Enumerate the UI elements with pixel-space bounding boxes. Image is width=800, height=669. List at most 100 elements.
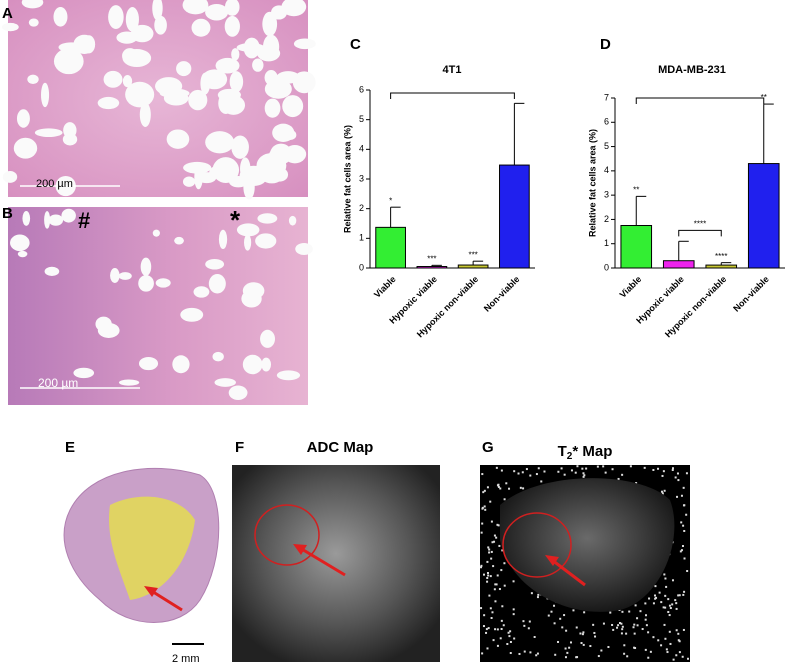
- noise-dot: [618, 621, 621, 624]
- fat-cell: [208, 273, 226, 294]
- noise-dot: [512, 580, 515, 583]
- noise-dot: [554, 653, 557, 656]
- fat-cell: [139, 102, 151, 127]
- noise-dot: [686, 657, 689, 660]
- noise-dot: [589, 645, 592, 648]
- noise-dot: [678, 640, 681, 643]
- panel-letter: C: [350, 36, 361, 53]
- noise-dot: [664, 594, 667, 597]
- noise-dot: [499, 487, 502, 490]
- noise-dot: [492, 565, 495, 568]
- noise-dot: [581, 633, 584, 636]
- noise-dot: [497, 524, 500, 527]
- noise-dot: [480, 607, 483, 610]
- noise-dot: [490, 557, 493, 560]
- y-tick-label: 5: [359, 114, 364, 124]
- noise-dot: [494, 583, 497, 586]
- title-sub: 2: [567, 451, 573, 462]
- noise-dot: [503, 498, 506, 501]
- scale-label: 200 µm: [36, 178, 73, 190]
- noise-dot: [505, 482, 508, 485]
- noise-dot: [522, 620, 525, 623]
- noise-dot: [683, 529, 686, 532]
- noise-dot: [634, 647, 637, 650]
- fat-cell: [218, 229, 228, 250]
- fat-cell: [28, 18, 39, 27]
- noise-dot: [683, 590, 686, 593]
- noise-dot: [485, 628, 488, 631]
- noise-dot: [676, 472, 679, 475]
- fat-cell: [176, 61, 192, 77]
- fat-cell: [138, 356, 159, 371]
- noise-dot: [492, 639, 495, 642]
- y-tick-label: 1: [359, 233, 364, 243]
- noise-dot: [575, 626, 578, 629]
- noise-dot: [486, 572, 489, 575]
- noise-dot: [664, 577, 667, 580]
- arrow-head: [144, 586, 158, 597]
- noise-dot: [681, 655, 684, 658]
- noise-dot: [609, 611, 612, 614]
- noise-dot: [671, 467, 674, 470]
- scale-label: 200 µm: [38, 376, 78, 390]
- noise-dot: [677, 639, 680, 642]
- fat-cell: [183, 161, 212, 174]
- noise-dot: [482, 573, 485, 576]
- noise-dot: [496, 628, 499, 631]
- noise-dot: [488, 594, 491, 597]
- noise-dot: [570, 469, 573, 472]
- noise-dot: [669, 642, 672, 645]
- noise-dot: [490, 617, 493, 620]
- significance: ***: [468, 250, 477, 259]
- noise-dot: [647, 631, 650, 634]
- noise-dot: [680, 494, 683, 497]
- region-mark: #: [78, 208, 90, 233]
- noise-dot: [633, 646, 636, 649]
- noise-dot: [633, 623, 636, 626]
- noise-dot: [557, 470, 560, 473]
- fat-cell: [243, 174, 255, 200]
- noise-dot: [644, 602, 647, 605]
- noise-dot: [527, 627, 530, 630]
- noise-dot: [512, 613, 515, 616]
- noise-dot: [488, 551, 491, 554]
- tumor-outline: [254, 504, 320, 566]
- noise-dot: [568, 646, 571, 649]
- fat-cell: [118, 379, 140, 386]
- fat-cells: [10, 208, 313, 401]
- noise-dot: [621, 625, 624, 628]
- panel-letter: D: [600, 36, 611, 53]
- noise-dot: [628, 610, 631, 613]
- noise-dot: [489, 500, 492, 503]
- noise-dot: [675, 629, 678, 632]
- noise-dot: [495, 536, 498, 539]
- noise-dot: [671, 603, 674, 606]
- significance: *: [389, 196, 392, 205]
- noise-dot: [508, 487, 511, 490]
- title-part: T: [558, 443, 567, 460]
- fat-cell: [61, 208, 76, 223]
- noise-dot: [652, 636, 655, 639]
- noise-dot: [583, 611, 586, 614]
- y-tick-label: 0: [359, 262, 364, 272]
- fat-cell: [53, 7, 68, 27]
- fat-cell: [284, 129, 297, 141]
- noise-dot: [582, 475, 585, 478]
- noise-dot: [495, 583, 498, 586]
- noise-dot: [620, 632, 623, 635]
- chart-title: MDA-MB-231: [658, 64, 726, 76]
- noise-dot: [501, 605, 504, 608]
- fat-cell: [193, 286, 210, 298]
- y-tick-label: 2: [604, 214, 609, 224]
- fat-cell: [295, 243, 313, 256]
- noise-dot: [661, 474, 664, 477]
- noise-dot: [501, 549, 504, 552]
- x-tick-label: Non-viable: [731, 274, 771, 314]
- noise-dot: [487, 574, 490, 577]
- noise-dot: [498, 544, 501, 547]
- panel-letter: F: [235, 439, 244, 456]
- noise-dot: [648, 597, 651, 600]
- noise-dot: [513, 470, 516, 473]
- noise-dot: [486, 577, 489, 580]
- noise-dot: [561, 626, 564, 629]
